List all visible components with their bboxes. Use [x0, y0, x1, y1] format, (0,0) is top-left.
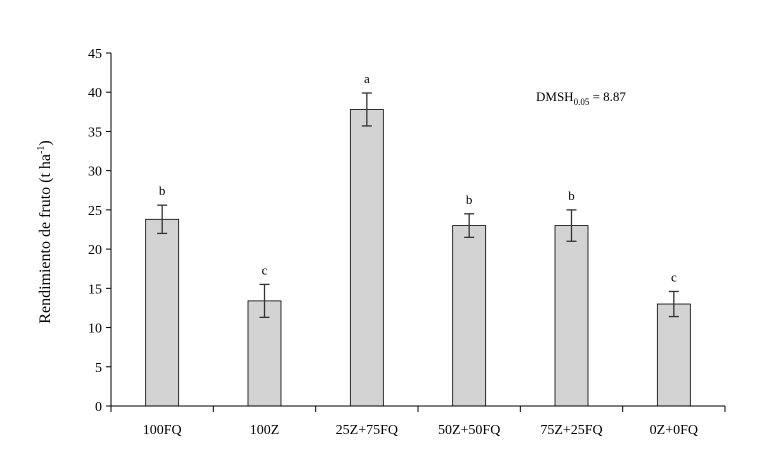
x-axis: 100FQ 100Z 25Z+75FQ 50Z+50FQ 75Z+25FQ 0Z+0FQ — [110, 405, 726, 438]
x-tick-label: 0Z+0FQ — [650, 423, 698, 438]
y-tick-label: 25 — [88, 204, 102, 219]
x-tick-label: 75Z+25FQ — [540, 423, 602, 438]
y-tick-label: 45 — [88, 47, 102, 62]
bar-0Z+0FQ — [656, 303, 691, 407]
bar-75Z+25FQ — [554, 225, 589, 407]
y-tick-label: 20 — [88, 243, 102, 258]
y-tick-label: 15 — [88, 282, 102, 297]
dmsh-annotation: DMSH0.05 = 8.87 — [536, 89, 626, 107]
y-axis-label: Rendimiento de fruto (t ha-1) — [36, 140, 54, 323]
bars-group: b c a b b c — [145, 71, 691, 407]
bar-25Z+75FQ — [349, 109, 384, 407]
x-tick-label: 25Z+75FQ — [336, 423, 398, 438]
significance-letter: c — [671, 269, 677, 284]
dmsh-subscript: 0.05 — [574, 97, 590, 107]
dmsh-value: = 8.87 — [589, 89, 626, 104]
x-tick-label: 50Z+50FQ — [438, 423, 500, 438]
bar-50Z+50FQ — [452, 225, 487, 407]
y-tick-label: 0 — [95, 400, 102, 415]
x-tick-label: 100FQ — [143, 423, 182, 438]
significance-letter: c — [262, 262, 268, 277]
y-tick-label: 30 — [88, 165, 102, 180]
dmsh-label: DMSH — [536, 89, 574, 104]
bar-100Z — [247, 300, 282, 407]
significance-letter: b — [568, 188, 575, 203]
y-tick-label: 40 — [88, 86, 102, 101]
y-tick-label: 35 — [88, 125, 102, 140]
significance-letter: b — [466, 192, 473, 207]
y-axis-label-text: Rendimiento de fruto (t ha — [37, 154, 54, 324]
y-axis: 0 5 10 15 20 25 30 35 40 45 — [88, 47, 112, 415]
y-axis-label-close: ) — [37, 140, 54, 145]
y-tick-label: 5 — [95, 361, 102, 376]
significance-letter: a — [364, 71, 370, 86]
bar-100FQ — [145, 218, 180, 407]
y-tick-label: 10 — [88, 322, 102, 337]
y-axis-label-superscript: -1 — [36, 146, 47, 154]
significance-letter: b — [159, 183, 166, 198]
x-tick-label: 100Z — [250, 423, 280, 438]
